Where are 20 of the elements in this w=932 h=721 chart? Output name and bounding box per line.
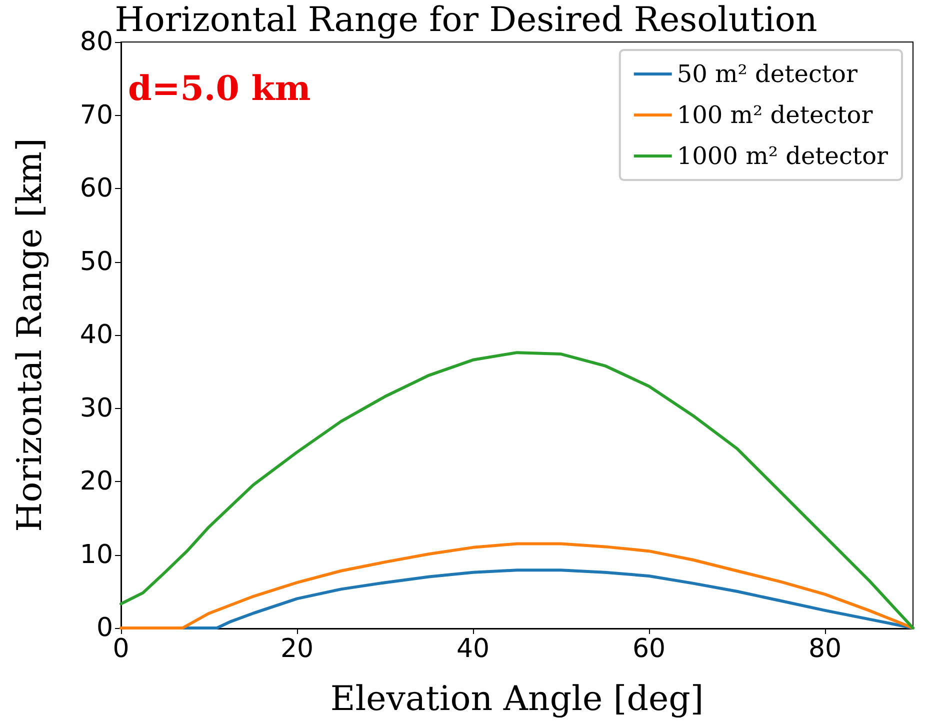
y-tick-label: 20 [80,466,113,496]
y-tick-label: 0 [96,613,113,643]
x-tick-label: 80 [808,634,842,664]
y-tick-label: 70 [80,100,113,130]
y-tick-label: 10 [80,540,113,570]
legend-label: 1000 m² detector [676,142,889,170]
y-tick-label: 40 [80,320,113,350]
x-axis-title: Elevation Angle [deg] [330,679,704,719]
y-tick-label: 50 [80,246,113,277]
annotation: d=5.0 km [128,69,311,109]
x-tick-label: 40 [456,634,490,664]
x-tick-label: 60 [632,634,666,664]
y-tick-label: 60 [80,174,113,204]
x-tick-label: 20 [280,634,314,664]
y-tick-label: 80 [80,27,113,57]
legend-label: 50 m² detector [676,60,858,88]
legend-label: 100 m² detector [676,101,874,129]
y-axis-title: Horizontal Range [km] [10,138,50,532]
chart-title: Horizontal Range for Desired Resolution [114,0,818,40]
y-tick-label: 30 [80,393,113,424]
